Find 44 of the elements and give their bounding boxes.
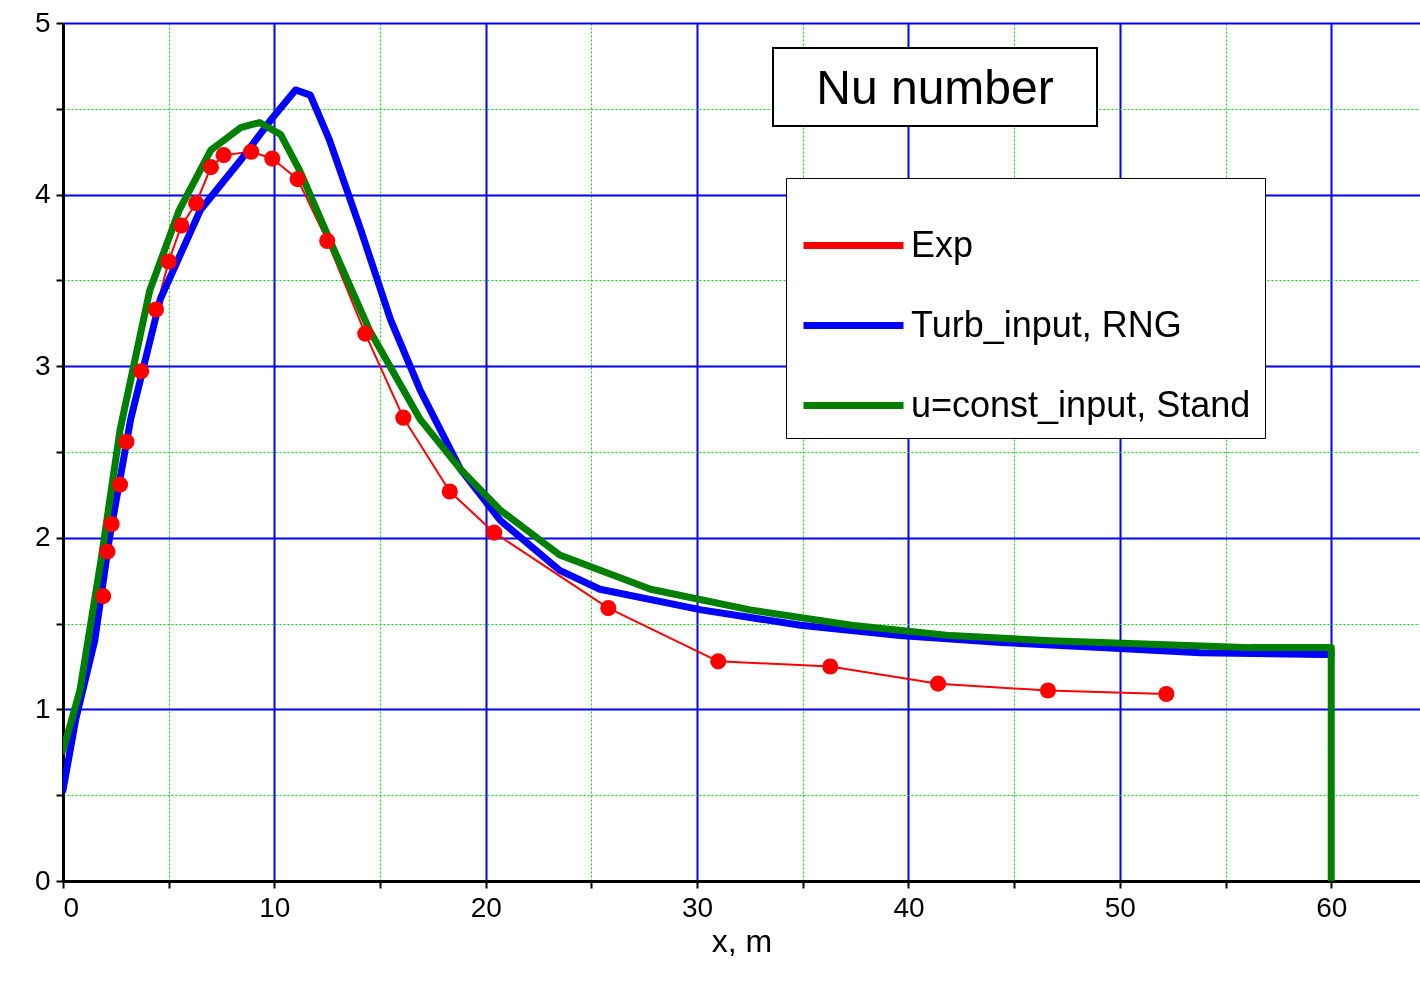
text: Nu number (772, 47, 1098, 127)
legend-label: u=const_input, Stand (911, 383, 1251, 425)
point (95, 588, 112, 605)
point (441, 483, 458, 500)
point (357, 325, 374, 342)
x-tick-label: 50 (1104, 891, 1136, 923)
y-tick-label: 0 (34, 864, 51, 896)
point (319, 232, 336, 249)
point (395, 409, 412, 426)
point (1158, 685, 1175, 702)
legend-label: Exp (911, 223, 974, 265)
x-tick-label: 40 (893, 891, 925, 923)
x-tick-label: 20 (470, 891, 502, 923)
point (118, 433, 135, 450)
x-tick-label: 0 (63, 891, 80, 923)
y-tick-label: 1 (34, 692, 51, 724)
point (103, 516, 120, 533)
point (112, 476, 129, 493)
point (188, 195, 205, 212)
point (710, 653, 727, 670)
point (243, 143, 260, 160)
x-tick-label: 30 (682, 891, 714, 923)
x-axis-title: x, m (711, 922, 773, 959)
legend-label: Turb_input, RNG (911, 303, 1182, 345)
y-tick-label: 3 (34, 349, 51, 381)
point (822, 658, 839, 675)
point (147, 301, 165, 318)
point (133, 363, 150, 380)
point (1039, 682, 1057, 699)
point (99, 543, 116, 560)
point (215, 147, 232, 164)
y-tick-label: 5 (34, 6, 51, 38)
point (930, 675, 947, 692)
point (486, 524, 503, 541)
y-tick-label: 2 (34, 521, 51, 553)
point (202, 159, 220, 176)
point (264, 150, 281, 167)
x-tick-label: 60 (1316, 891, 1348, 923)
y-tick-label: 4 (34, 178, 51, 210)
point (160, 253, 177, 270)
point (600, 600, 617, 617)
point (289, 171, 306, 188)
x-tick-label: 10 (259, 891, 291, 923)
point (173, 217, 190, 234)
